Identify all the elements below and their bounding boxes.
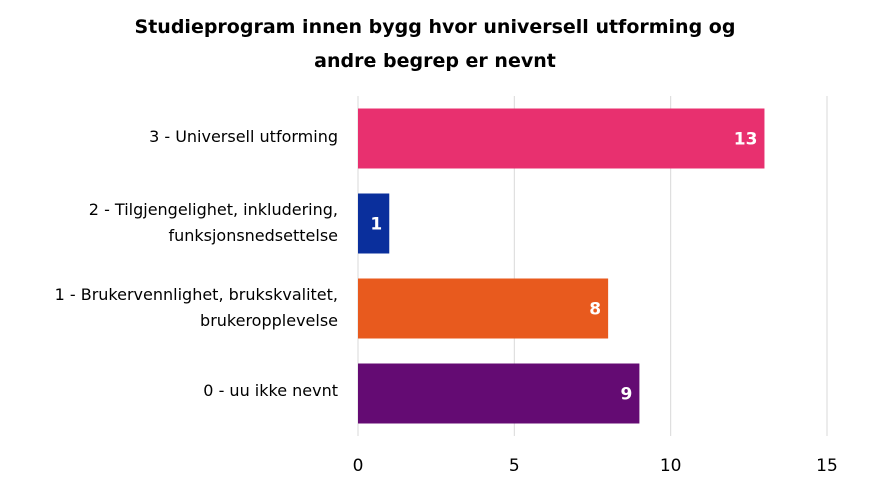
bar: [358, 193, 390, 254]
category-label-3-line-1: 0 - uu ikke nevnt: [203, 381, 338, 400]
category-label-2: 1 - Brukervennlighet, brukskvalitet, bru…: [55, 282, 338, 334]
category-label-2-line-2: brukeropplevelse: [200, 311, 338, 330]
category-label-1-line-1: 2 - Tilgjengelighet, inkludering,: [88, 200, 338, 219]
bar: [358, 278, 609, 339]
bar: [358, 363, 640, 424]
chart-title-line-2: andre begrep er nevnt: [314, 50, 556, 72]
data-label: 9: [621, 385, 633, 405]
chart-title: Studieprogram innen bygg hvor universell…: [0, 10, 870, 78]
chart-title-line-1: Studieprogram innen bygg hvor universell…: [134, 16, 736, 38]
category-label-3: 0 - uu ikke nevnt: [203, 378, 338, 404]
data-label: 8: [589, 300, 601, 320]
data-label: 1: [370, 215, 382, 235]
category-label-1: 2 - Tilgjengelighet, inkludering, funksj…: [89, 197, 338, 249]
category-label-0-line-1: 3 - Universell utforming: [149, 127, 338, 146]
category-label-1-line-2: funksjonsnedsettelse: [168, 226, 338, 245]
x-tick-label: 15: [816, 456, 838, 476]
bar: [358, 108, 765, 169]
x-tick-label: 5: [509, 456, 520, 476]
category-label-2-line-1: 1 - Brukervennlighet, brukskvalitet,: [54, 285, 338, 304]
data-label: 13: [734, 130, 758, 150]
category-label-0: 3 - Universell utforming: [149, 124, 338, 150]
x-tick-label: 10: [660, 456, 682, 476]
x-tick-label: 0: [353, 456, 364, 476]
